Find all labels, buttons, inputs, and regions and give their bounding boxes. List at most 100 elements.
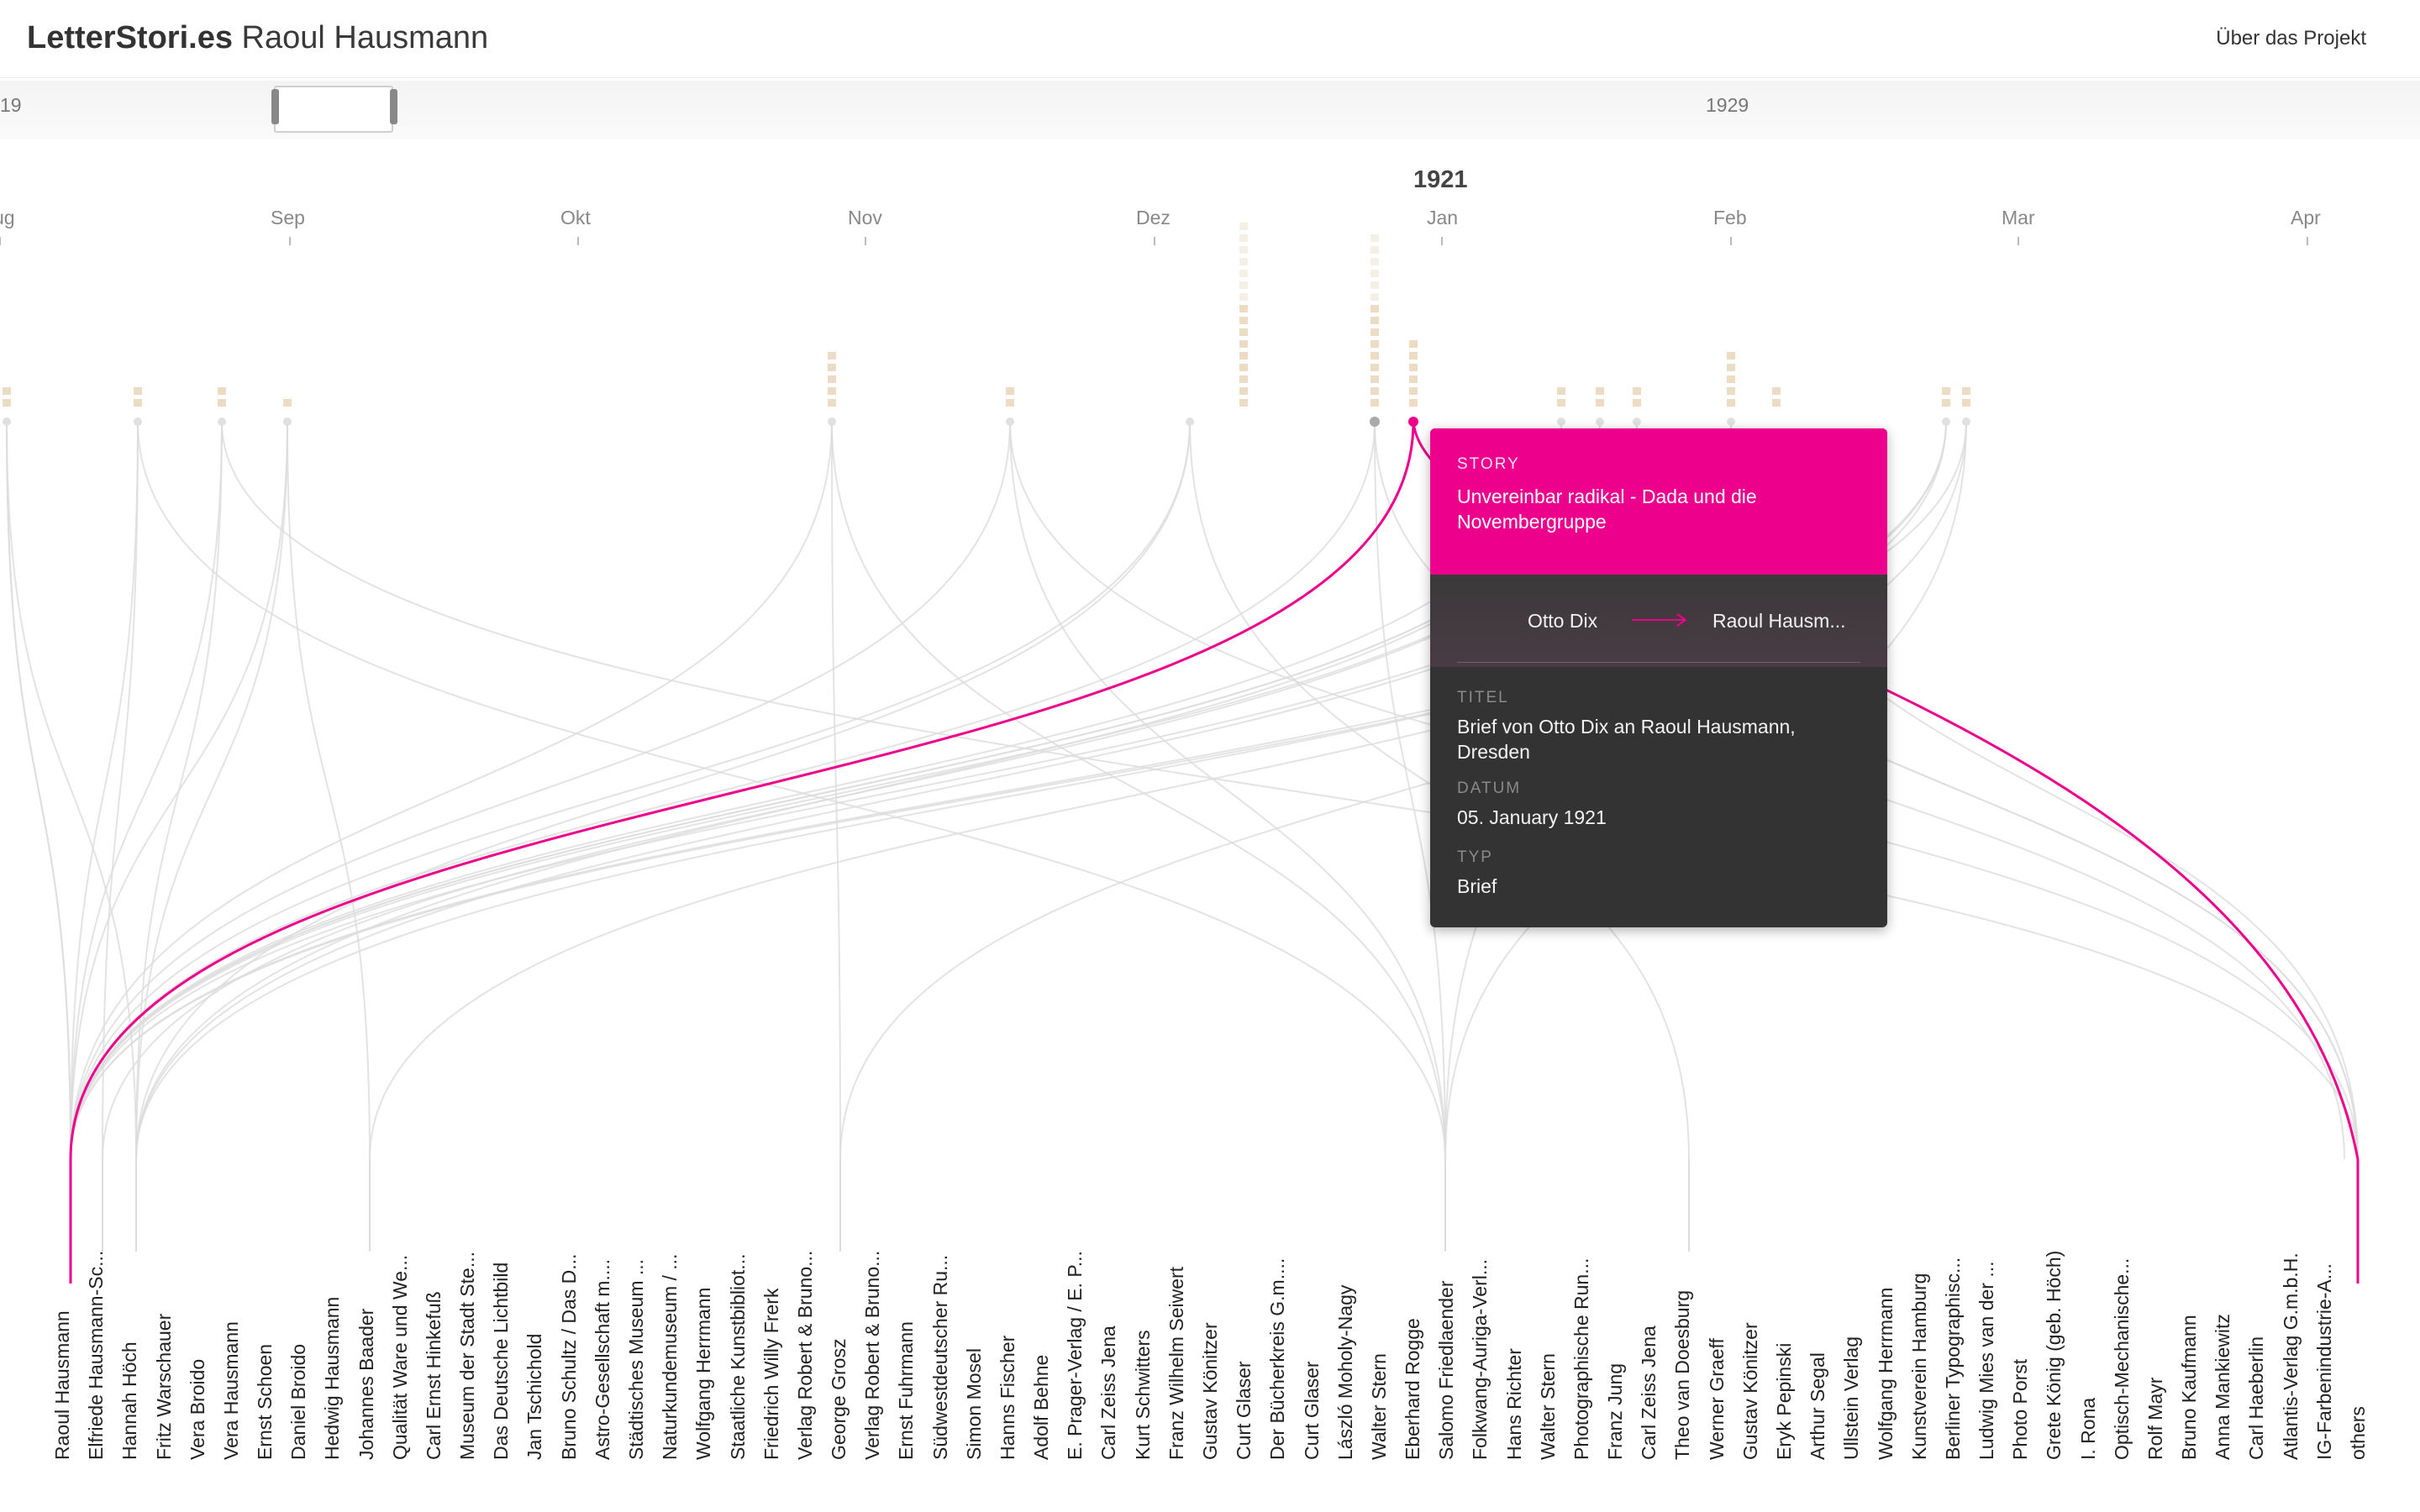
correspondent-label[interactable]: Bruno Schultz / Das D... [557, 1253, 580, 1460]
correspondent-label[interactable]: Museum der Stadt Ste... [456, 1251, 479, 1460]
correspondent-label[interactable]: Staatliche Kunstbibliot... [726, 1253, 749, 1460]
correspondent-label[interactable]: Verlag Robert & Bruno... [793, 1250, 816, 1460]
correspondent-label[interactable]: Simon Mosel [962, 1348, 985, 1460]
letter-dot [1370, 340, 1379, 348]
correspondent-label[interactable]: Bruno Kaufmann [2178, 1315, 2201, 1460]
correspondent-label[interactable]: Walter Stern [1367, 1353, 1390, 1460]
correspondent-label[interactable]: Johannes Baader [355, 1308, 377, 1460]
story-section[interactable]: STORY Unvereinbar radikal - Dada und die… [1430, 428, 1887, 575]
letter-link [135, 421, 1191, 1160]
correspondent-label[interactable]: Ernst Schoen [254, 1343, 276, 1460]
correspondent-label[interactable]: E. Prager-Verlag / E. P... [1064, 1251, 1086, 1460]
correspondent-label[interactable]: Südwestdeutscher Ru... [929, 1254, 951, 1460]
correspondent-label[interactable]: Verlag Robert & Bruno... [861, 1250, 884, 1460]
letter-dot [1962, 387, 1970, 395]
letter-node [134, 417, 142, 426]
correspondent-label[interactable]: Photo Porst [2009, 1358, 2032, 1460]
correspondent-label[interactable]: Kurt Schwitters [1131, 1330, 1154, 1460]
correspondent-label[interactable]: Kunstverein Hamburg [1907, 1273, 1930, 1460]
correspondent-label[interactable]: Salomo Friedlaender [1435, 1280, 1458, 1460]
letter-dot [1239, 340, 1248, 348]
correspondent-label[interactable]: Grete König (geb. Höch) [2043, 1250, 2065, 1460]
correspondent-label[interactable]: Arthur Segal [1807, 1352, 1829, 1460]
story-title[interactable]: Unvereinbar radikal - Dada und die Novem… [1457, 486, 1757, 533]
correspondent-label[interactable]: Walter Stern [1536, 1353, 1559, 1460]
correspondent-label[interactable]: Städtisches Museum ... [625, 1258, 647, 1460]
correspondent-label[interactable]: Werner Graeff [1705, 1338, 1728, 1460]
brush-handle-right[interactable] [390, 89, 397, 124]
correspondent-label[interactable]: Carl Haeberlin [2245, 1336, 2268, 1460]
correspondent-label[interactable]: Ludwig Mies van der ... [1975, 1261, 1998, 1460]
correspondent-label[interactable]: Naturkundemuseum / ... [659, 1253, 681, 1460]
correspondent-label[interactable]: Carl Zeiss Jena [1638, 1326, 1660, 1460]
correspondent-label[interactable]: Ullstein Verlag [1840, 1336, 1863, 1460]
correspondent-label[interactable]: Gustav Könitzer [1199, 1322, 1221, 1460]
correspondent-label[interactable]: Theo van Doesburg [1671, 1289, 1694, 1460]
correspondent-label[interactable]: Curt Glaser [1300, 1361, 1323, 1460]
brush-handle-left[interactable] [271, 89, 279, 124]
correspondent-label[interactable]: Vera Broido [186, 1358, 208, 1460]
letter-dot [1942, 399, 1950, 407]
correspondent-label[interactable]: Folkwang-Auriga-Verl... [1469, 1258, 1491, 1460]
selected-letter-link [69, 421, 1415, 1160]
correspondent-label[interactable]: Carl Zeiss Jena [1097, 1326, 1120, 1460]
correspondent-label[interactable]: Das Deutsche Lichtbild [490, 1262, 513, 1460]
correspondent-label[interactable]: Wolfgang Herrmann [692, 1287, 715, 1460]
letter-link [287, 421, 371, 1160]
letter-network-chart[interactable] [0, 143, 2420, 1453]
letter-link [70, 421, 288, 1160]
correspondent-label[interactable]: Carl Ernst Hinkefuß [422, 1291, 445, 1460]
correspondent-label[interactable]: Der Bücherkreis G.m.... [1266, 1257, 1289, 1460]
correspondent-label[interactable]: Berliner Typographisc... [1941, 1257, 1964, 1460]
correspondent-label[interactable]: Rolf Mayr [2144, 1377, 2166, 1460]
correspondent-label[interactable]: Astro-Gesellschaft m.... [591, 1258, 613, 1460]
correspondent-label[interactable]: Qualität Ware und We... [388, 1254, 411, 1460]
correspondent-label[interactable]: Atlantis-Verlag G.m.b.H. [2279, 1252, 2302, 1460]
correspondent-label[interactable]: Hannah Höch [118, 1341, 141, 1460]
correspondent-label[interactable]: Jan Tschichold [523, 1333, 546, 1460]
correspondent-label[interactable]: Franz Wilhelm Seiwert [1165, 1266, 1187, 1460]
correspondent-label[interactable]: Hans Richter [1502, 1348, 1525, 1460]
letter-dot [1239, 223, 1248, 230]
current-year-label: 1921 [1413, 166, 1468, 193]
letter-dot [1370, 364, 1379, 371]
letter-dot [1239, 270, 1248, 277]
correspondent-label[interactable]: Vera Hausmann [219, 1321, 242, 1460]
correspondent-label[interactable]: Fritz Warschauer [152, 1313, 175, 1460]
correspondent-label[interactable]: Curt Glaser [1233, 1361, 1255, 1460]
letter-dot [1409, 399, 1418, 407]
correspondent-label[interactable]: Photographische Run... [1570, 1257, 1592, 1460]
correspondent-label[interactable]: IG-Farbenindustrie-A... [2312, 1263, 2335, 1460]
correspondent-label[interactable]: Friedrich Willy Frerk [760, 1288, 782, 1460]
timeline-overview[interactable] [0, 81, 2420, 139]
correspondent-label[interactable]: Gustav Könitzer [1739, 1322, 1761, 1460]
correspondent-label[interactable]: I. Rona [2076, 1397, 2099, 1460]
letter-dot [1409, 375, 1418, 383]
letter-link [221, 421, 2359, 1160]
overview-year-label: 1929 [1706, 94, 1749, 116]
timeline-brush[interactable] [274, 86, 393, 133]
person-name: Raoul Hausmann [241, 20, 489, 55]
letter-route: Otto Dix Raoul Hausm... [1430, 575, 1887, 667]
correspondent-label[interactable]: Optisch-Mechanische... [2110, 1257, 2133, 1460]
app-title[interactable]: LetterStori.es Raoul Hausmann [27, 20, 488, 56]
correspondent-label[interactable]: Daniel Broido [287, 1343, 310, 1460]
correspondent-label[interactable]: George Grosz [828, 1338, 850, 1460]
correspondent-label[interactable]: Eryk Pepinski [1773, 1342, 1795, 1460]
correspondent-label[interactable]: Elfriede Hausmann-Sc... [85, 1250, 108, 1460]
letter-dot [828, 399, 836, 407]
correspondent-label[interactable]: Wolfgang Herrmann [1874, 1287, 1897, 1460]
arrow-right-icon [1632, 613, 1687, 627]
correspondent-label[interactable]: Adolf Behne [1030, 1354, 1053, 1460]
correspondent-label[interactable]: Hedwig Hausmann [321, 1296, 344, 1460]
sender-name: Otto Dix [1528, 610, 1598, 632]
correspondent-label[interactable]: Franz Jung [1604, 1362, 1627, 1460]
correspondent-label[interactable]: Hanns Fischer [996, 1335, 1018, 1460]
correspondent-label[interactable]: László Moholy-Nagy [1334, 1284, 1356, 1460]
correspondent-label[interactable]: others [2347, 1406, 2369, 1460]
about-project-link[interactable]: Über das Projekt [2216, 27, 2366, 50]
correspondent-label[interactable]: Raoul Hausmann [51, 1310, 73, 1460]
correspondent-label[interactable]: Ernst Fuhrmann [895, 1321, 918, 1460]
correspondent-label[interactable]: Eberhard Rogge [1402, 1318, 1424, 1460]
correspondent-label[interactable]: Anna Mankiewitz [2212, 1314, 2234, 1460]
